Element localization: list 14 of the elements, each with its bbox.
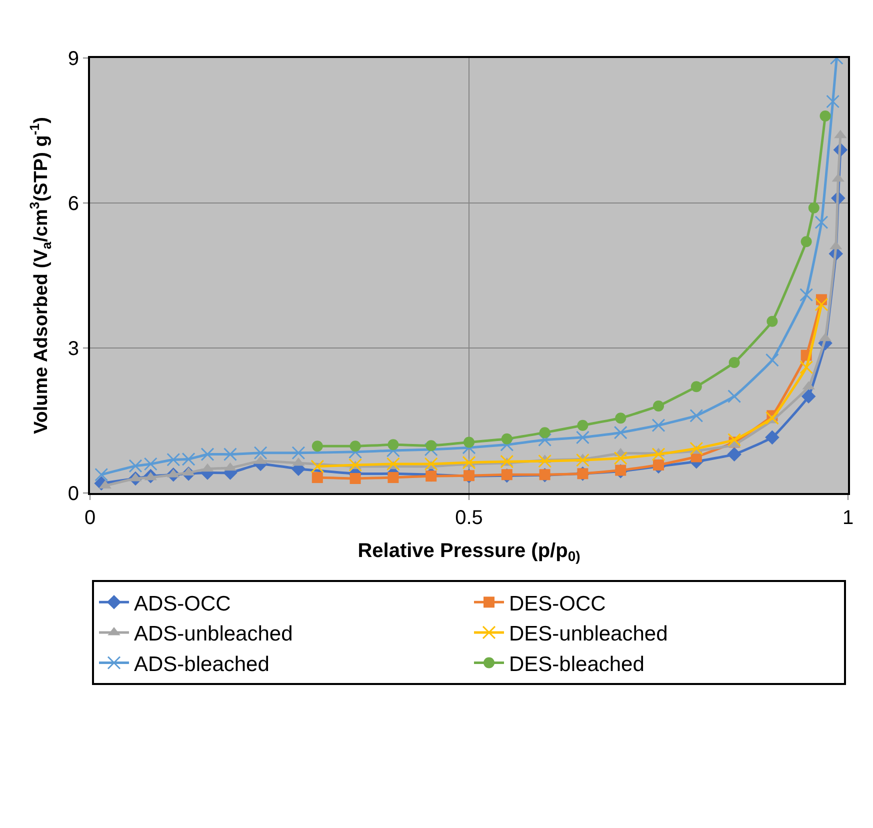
x-tick-label: 0: [84, 507, 96, 529]
legend-label: ADS-unbleached: [134, 622, 293, 646]
legend-label: ADS-bleached: [134, 652, 270, 676]
legend-label: DES-unbleached: [509, 622, 668, 646]
y-tick-label: 6: [68, 193, 79, 215]
x-axis-title: Relative Pressure (p/p$_{0)}$: [358, 540, 580, 564]
legend-label: DES-OCC: [509, 592, 606, 616]
x-tick-label: 0.5: [455, 507, 483, 529]
legend-label: ADS-OCC: [134, 592, 231, 616]
y-tick-label: 3: [68, 338, 79, 360]
y-tick-label: 0: [68, 483, 79, 505]
x-tick-label: 1: [842, 507, 854, 529]
legend-label: DES-bleached: [509, 652, 644, 676]
y-tick-label: 9: [68, 48, 79, 70]
